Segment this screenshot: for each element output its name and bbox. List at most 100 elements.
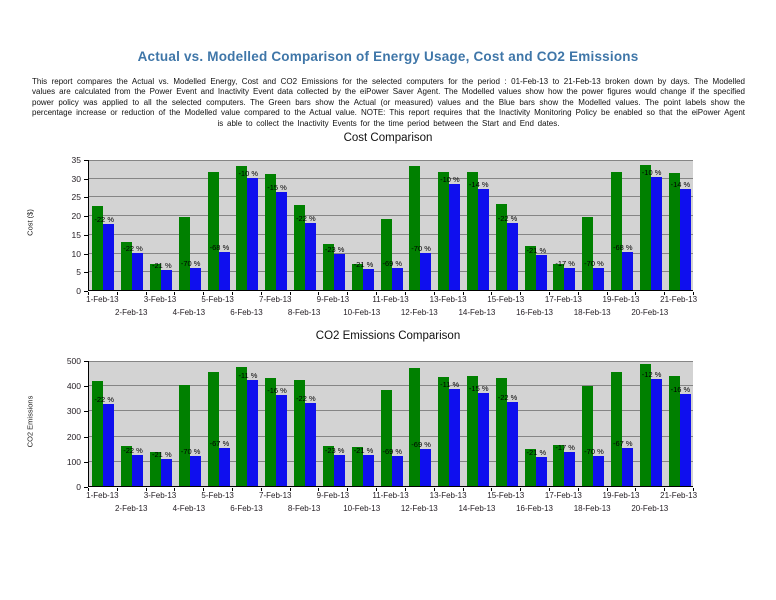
x-tick-label: 3-Feb-13	[143, 491, 177, 500]
bar-modelled	[477, 393, 489, 486]
y-tick-mark	[84, 386, 88, 388]
point-label: -68 %	[209, 243, 230, 252]
bar-actual	[236, 367, 248, 486]
point-label: -21 %	[526, 246, 547, 255]
point-label: -23 %	[324, 245, 345, 254]
x-tick-mark	[376, 488, 378, 491]
point-label: -22 %	[497, 214, 518, 223]
bar-modelled	[276, 395, 288, 486]
cost-chart-title: Cost Comparison	[343, 132, 433, 144]
bar-modelled	[564, 268, 576, 290]
bar-actual	[466, 376, 478, 486]
point-label: -10 %	[238, 169, 259, 178]
bar-modelled	[564, 452, 576, 486]
bar-modelled	[189, 268, 201, 290]
x-tick-mark	[664, 488, 666, 491]
bar-actual	[639, 364, 651, 486]
point-label: -22 %	[123, 446, 143, 455]
bar-modelled	[103, 404, 115, 486]
bar-actual	[610, 172, 622, 290]
y-tick-label: 500	[66, 356, 81, 366]
bar-modelled	[333, 254, 345, 290]
x-tick-label: 7-Feb-13	[259, 295, 292, 304]
bar-modelled	[161, 270, 173, 290]
x-tick-label: 17-Feb-13	[544, 295, 582, 304]
y-tick-mark	[84, 160, 88, 161]
bar-actual	[668, 173, 680, 290]
x-tick-label: 21-Feb-13	[660, 295, 698, 304]
bar-modelled	[218, 252, 230, 290]
bar-modelled	[305, 403, 317, 486]
x-tick-label: 20-Feb-13	[631, 308, 669, 317]
bar-modelled	[593, 456, 605, 486]
point-label: -17 %	[555, 443, 575, 452]
y-tick-label: 15	[71, 229, 81, 240]
x-tick-mark	[232, 488, 234, 491]
bar-modelled	[593, 268, 605, 290]
x-tick-label: 15-Feb-13	[487, 295, 525, 304]
bar-modelled	[305, 223, 317, 290]
y-tick-label: 200	[66, 431, 81, 442]
y-tick-mark	[84, 178, 88, 180]
x-tick-mark	[232, 292, 234, 295]
x-tick-mark	[88, 292, 89, 295]
x-tick-mark	[289, 488, 291, 491]
y-tick-label: 300	[66, 406, 81, 417]
y-tick-mark	[84, 197, 88, 199]
x-tick-label: 2-Feb-13	[114, 308, 148, 317]
bar-modelled	[420, 253, 432, 290]
gridline	[89, 196, 693, 198]
x-tick-mark	[174, 488, 176, 491]
bar-actual	[150, 452, 162, 486]
point-label: -15 %	[267, 183, 287, 192]
bar-actual	[610, 372, 622, 486]
bar-actual	[265, 378, 277, 486]
gridline	[89, 160, 693, 161]
x-tick-label: 21-Feb-13	[660, 491, 698, 500]
x-tick-label: 12-Feb-13	[400, 504, 438, 513]
x-tick-mark	[260, 292, 262, 295]
x-tick-mark	[318, 488, 320, 491]
point-label: -22 %	[296, 214, 316, 223]
point-label: -21 %	[353, 446, 374, 455]
bar-modelled	[679, 394, 691, 486]
x-tick-mark	[548, 488, 550, 491]
x-tick-mark	[606, 488, 608, 491]
y-tick-label: 0	[76, 286, 81, 296]
x-tick-label: 8-Feb-13	[287, 504, 321, 513]
bar-actual	[178, 385, 190, 486]
point-label: -11 %	[238, 371, 258, 380]
x-tick-mark	[462, 292, 464, 295]
x-tick-label: 12-Feb-13	[400, 308, 438, 317]
y-tick-mark	[84, 461, 88, 463]
x-tick-label: 3-Feb-13	[143, 295, 177, 304]
co2-y-axis-label: CO2 Emissions	[25, 395, 35, 448]
report-description: This report compares the Actual vs. Mode…	[32, 77, 745, 128]
bar-modelled	[621, 448, 633, 486]
bar-actual	[351, 447, 363, 486]
x-tick-mark	[376, 292, 378, 295]
y-tick-mark	[84, 253, 88, 255]
x-tick-label: 7-Feb-13	[259, 491, 292, 500]
point-label: -22 %	[94, 215, 114, 224]
point-label: -21 %	[526, 448, 547, 457]
x-tick-mark	[433, 292, 435, 295]
x-tick-label: 5-Feb-13	[201, 295, 234, 304]
x-tick-mark	[433, 488, 435, 491]
x-tick-mark	[520, 488, 522, 491]
bar-actual	[150, 264, 162, 290]
bar-modelled	[247, 178, 259, 290]
y-tick-label: 100	[66, 456, 81, 467]
x-tick-mark	[693, 488, 694, 491]
point-label: -67 %	[209, 439, 230, 448]
x-tick-mark	[116, 292, 118, 295]
point-label: -22 %	[497, 393, 518, 402]
bar-actual	[322, 446, 334, 486]
x-tick-mark	[260, 488, 262, 491]
bar-actual	[121, 446, 133, 486]
bar-actual	[294, 205, 306, 290]
bar-modelled	[477, 189, 489, 290]
y-tick-mark	[84, 272, 88, 274]
point-label: -22 %	[123, 244, 143, 253]
